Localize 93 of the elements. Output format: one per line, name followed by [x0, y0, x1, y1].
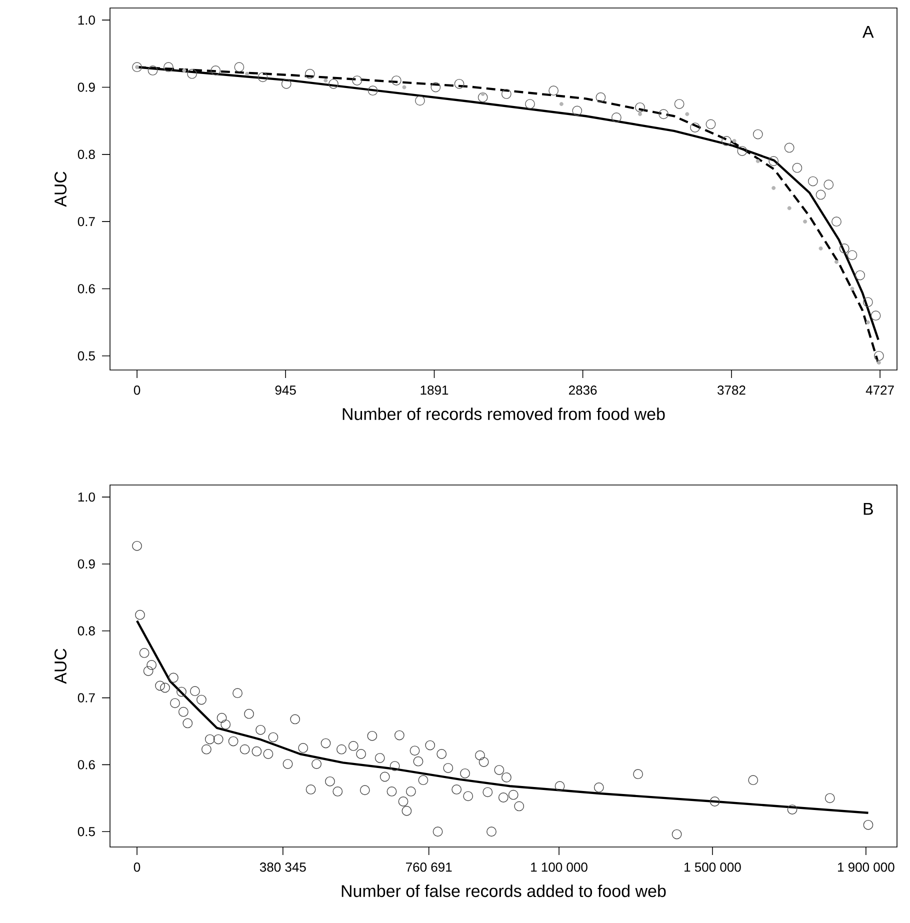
point	[480, 92, 485, 96]
point	[756, 159, 760, 164]
point	[816, 190, 826, 200]
x-tick-label: 4727	[866, 386, 894, 395]
point	[839, 243, 850, 254]
point	[548, 86, 559, 96]
point	[834, 260, 838, 264]
x-tick-label: 1 900 000	[838, 862, 894, 872]
line-series	[136, 620, 870, 814]
point	[501, 89, 512, 99]
x-axis-title: Number of records removed from food web	[342, 408, 665, 420]
y-tick-label: 0.8	[78, 626, 95, 636]
point	[638, 112, 642, 116]
point	[737, 146, 748, 156]
point	[132, 62, 142, 72]
point	[772, 186, 776, 190]
point	[281, 78, 292, 89]
y-tick-label: 0.7	[78, 693, 95, 702]
point	[787, 206, 792, 210]
point	[706, 119, 716, 130]
point	[685, 112, 690, 116]
point	[258, 72, 268, 82]
point	[792, 162, 802, 173]
point	[148, 66, 158, 76]
y-axis-title: AUC	[54, 172, 67, 207]
x-tick-label: 1 500 000	[684, 862, 741, 872]
point	[164, 62, 174, 72]
point	[824, 180, 834, 190]
point	[855, 270, 866, 280]
point	[803, 220, 808, 224]
x-tick-label: 945	[275, 386, 296, 395]
point	[234, 62, 244, 72]
point	[559, 102, 564, 106]
y-tick-label: 0.6	[78, 760, 95, 770]
point	[245, 72, 250, 76]
x-tick-label: 3782	[718, 386, 746, 395]
point	[876, 360, 881, 365]
point	[304, 68, 315, 79]
point	[352, 76, 362, 86]
point	[596, 92, 606, 102]
y-tick-label: 0.9	[78, 559, 95, 569]
point	[874, 350, 884, 361]
y-axis-title: AUC	[54, 648, 67, 684]
point	[732, 138, 736, 143]
y-tick-label: 0.6	[78, 284, 95, 294]
point	[808, 176, 818, 186]
point	[635, 102, 645, 112]
x-tick-label: 1 100 000	[531, 862, 588, 872]
point	[870, 310, 881, 321]
point	[722, 136, 732, 146]
point	[368, 86, 378, 96]
point	[187, 68, 197, 79]
y-tick-label: 0.8	[78, 150, 95, 160]
y-tick-label: 1.0	[78, 492, 95, 502]
point	[430, 82, 441, 92]
point	[324, 78, 328, 83]
point	[847, 250, 858, 260]
x-tick-label: 760 691	[406, 862, 452, 872]
annotation: B	[864, 503, 873, 515]
point	[182, 68, 186, 72]
point	[210, 66, 221, 76]
y-tick-label: 0.5	[78, 351, 95, 360]
point	[415, 96, 425, 106]
y-tick-label: 0.7	[78, 216, 95, 226]
point	[818, 246, 823, 250]
point	[525, 99, 535, 109]
point	[328, 78, 338, 89]
point	[784, 142, 794, 153]
x-tick-label: 0	[134, 386, 140, 395]
x-axis-title: Number of false records added to food web	[342, 884, 666, 898]
point	[572, 106, 582, 116]
point	[674, 99, 684, 109]
point	[391, 76, 402, 86]
point	[752, 129, 763, 140]
x-tick-label: 1891	[420, 386, 448, 395]
x-tick-label: 0	[134, 862, 140, 872]
point	[454, 78, 464, 89]
annotation: A	[862, 26, 874, 38]
point	[850, 286, 854, 291]
point	[768, 156, 779, 166]
point	[832, 216, 842, 227]
y-tick-label: 1.0	[78, 15, 95, 25]
point	[690, 122, 700, 132]
point	[658, 109, 669, 120]
y-tick-label: 0.5	[78, 827, 95, 836]
x-tick-label: 2836	[569, 386, 597, 395]
point	[866, 320, 870, 324]
point	[862, 297, 873, 308]
y-tick-label: 0.9	[78, 82, 95, 92]
point	[478, 92, 488, 102]
point	[611, 112, 622, 122]
point	[402, 85, 406, 90]
x-tick-label: 380 345	[260, 862, 306, 872]
